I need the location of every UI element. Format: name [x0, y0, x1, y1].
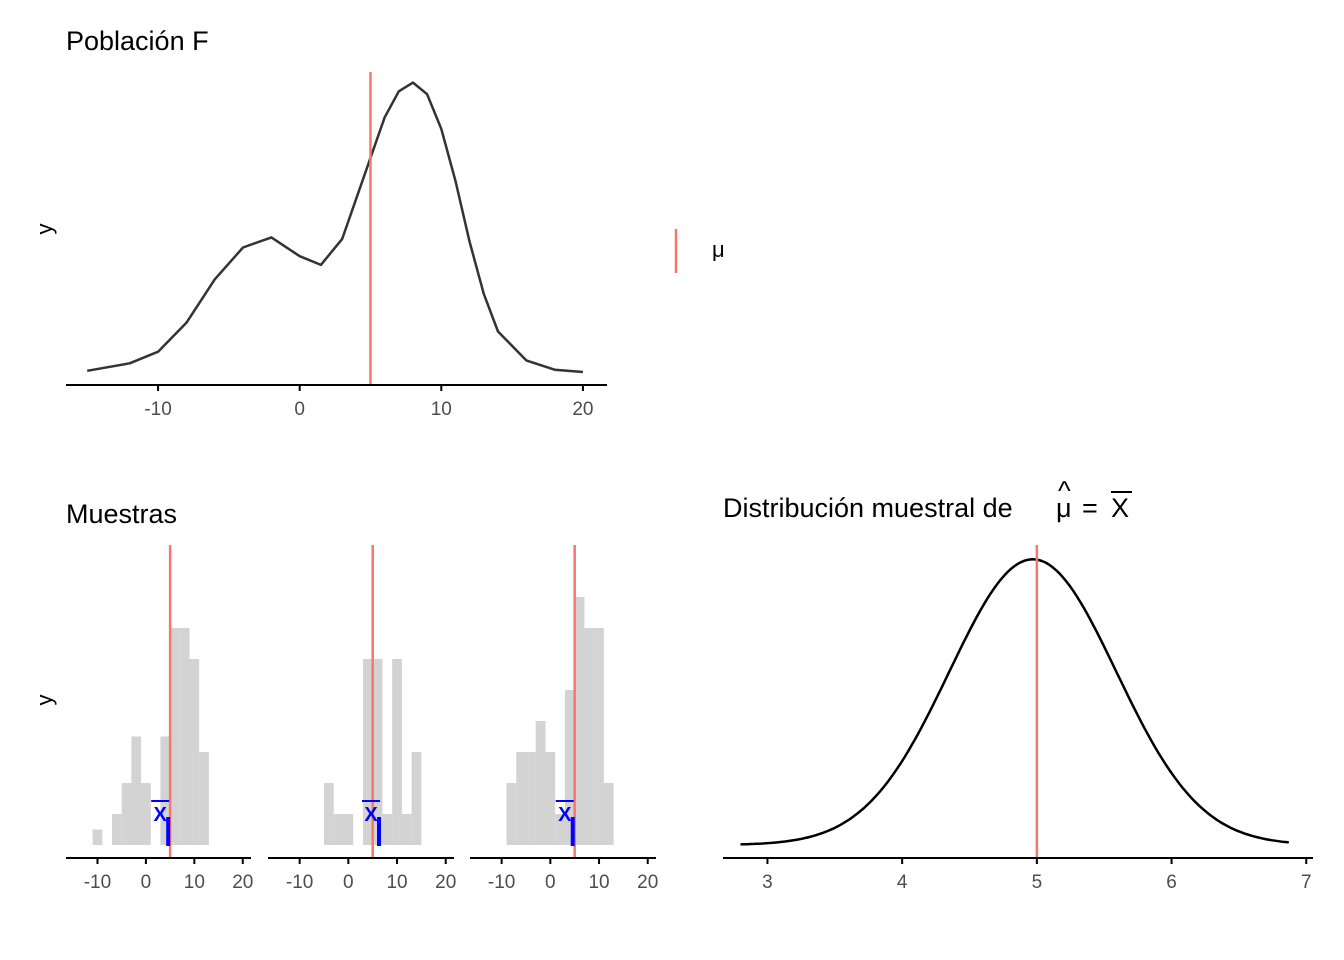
histogram-bar [333, 814, 344, 845]
sampling-tick-label: 6 [1166, 872, 1177, 893]
legend: μ [674, 229, 725, 273]
histogram-bar [141, 783, 151, 845]
histogram-bar [516, 752, 526, 845]
sample-2-tick-label: -10 [286, 872, 313, 893]
histogram-bar [594, 628, 604, 845]
sample-facet-2: X -10 0 10 20 [268, 545, 456, 893]
sample-1-tick-label: -10 [84, 872, 111, 893]
sample-2-tick-label: 0 [343, 872, 354, 893]
sample-2-tick-label: 20 [435, 872, 456, 893]
sample-1-tick-label: 0 [141, 872, 152, 893]
population-y-label: y [32, 224, 57, 235]
sample-mean-label: X [154, 804, 168, 826]
sample-facet-1: X -10 0 10 20 [66, 545, 253, 893]
sample-3-tick-label: 10 [588, 872, 609, 893]
population-panel: Población F y -10 0 10 20 [32, 26, 607, 420]
histogram-bar [525, 752, 536, 845]
samples-plot-area: X -10 0 10 20 X -10 0 10 20 X -10 0 10 20 [66, 545, 658, 893]
sampling-title-mu: μ [1056, 493, 1072, 523]
histogram-bar [603, 783, 614, 845]
sampling-tick-label: 3 [762, 872, 773, 893]
histogram-bar [382, 814, 393, 845]
histogram-bar [160, 736, 171, 845]
sampling-title-math: μ ^ = X [1056, 476, 1132, 523]
histogram-bar [362, 659, 373, 845]
population-plot-area: -10 0 10 20 [66, 72, 607, 420]
histogram-bar [199, 752, 209, 845]
sampling-title-equals: = [1082, 493, 1098, 523]
sampling-density-curve [740, 558, 1289, 846]
population-tick-label: -10 [144, 399, 171, 420]
histogram-bar [179, 628, 190, 845]
histogram-bar [112, 814, 122, 845]
sample-1-tick-label: 10 [184, 872, 205, 893]
histogram-bar [564, 690, 575, 845]
sample-3-tick-label: 0 [545, 872, 556, 893]
sample-1-tick-label: 20 [232, 872, 253, 893]
histogram-bar [343, 814, 354, 845]
sample-3-tick-label: 20 [637, 872, 658, 893]
histogram-bar [131, 736, 142, 845]
histogram-bar [170, 628, 180, 845]
histogram-bar [574, 597, 585, 845]
samples-y-label: y [32, 695, 57, 706]
sampling-tick-label: 4 [897, 872, 908, 893]
sample-2-tick-label: 10 [386, 872, 407, 893]
samples-title: Muestras [66, 499, 177, 529]
histogram-bar [411, 752, 422, 845]
population-tick-label: 20 [572, 399, 593, 420]
histogram-bar [92, 829, 103, 845]
sample-mean-label: X [558, 804, 572, 826]
population-title: Población F [66, 26, 209, 56]
sampling-tick-label: 7 [1301, 872, 1312, 893]
histogram-bar [584, 628, 595, 845]
histogram-bar [506, 783, 517, 845]
histogram-bar [545, 752, 556, 845]
histogram-bar [121, 783, 132, 845]
histogram-bar [535, 721, 546, 845]
population-tick-label: 0 [294, 399, 305, 420]
histogram-bar [401, 814, 412, 845]
histogram-bar [372, 659, 383, 845]
legend-mu-label: μ [712, 237, 725, 262]
sampling-title-hat: ^ [1058, 476, 1071, 506]
sampling-title: Distribución muestral de [723, 493, 1013, 523]
sample-3-tick-label: -10 [488, 872, 515, 893]
population-tick-label: 10 [431, 399, 452, 420]
sample-facet-3: X -10 0 10 20 [470, 545, 658, 893]
histogram-bar [555, 814, 565, 845]
histogram-bar [189, 659, 200, 845]
histogram-bar [323, 783, 334, 845]
histogram-bar [392, 659, 402, 845]
sampling-title-xbar: X [1111, 493, 1129, 523]
sampling-tick-label: 5 [1032, 872, 1043, 893]
sampling-distribution-panel: Distribución muestral de μ ^ = X 3 4 5 6 7 [723, 476, 1313, 893]
population-density-curve [86, 81, 584, 374]
samples-panel: Muestras y X -10 0 10 20 X -10 0 10 20 X -10 0 10 20 [32, 499, 658, 893]
sample-mean-label: X [364, 804, 378, 826]
sampling-plot-area: 3 4 5 6 7 [723, 545, 1313, 893]
